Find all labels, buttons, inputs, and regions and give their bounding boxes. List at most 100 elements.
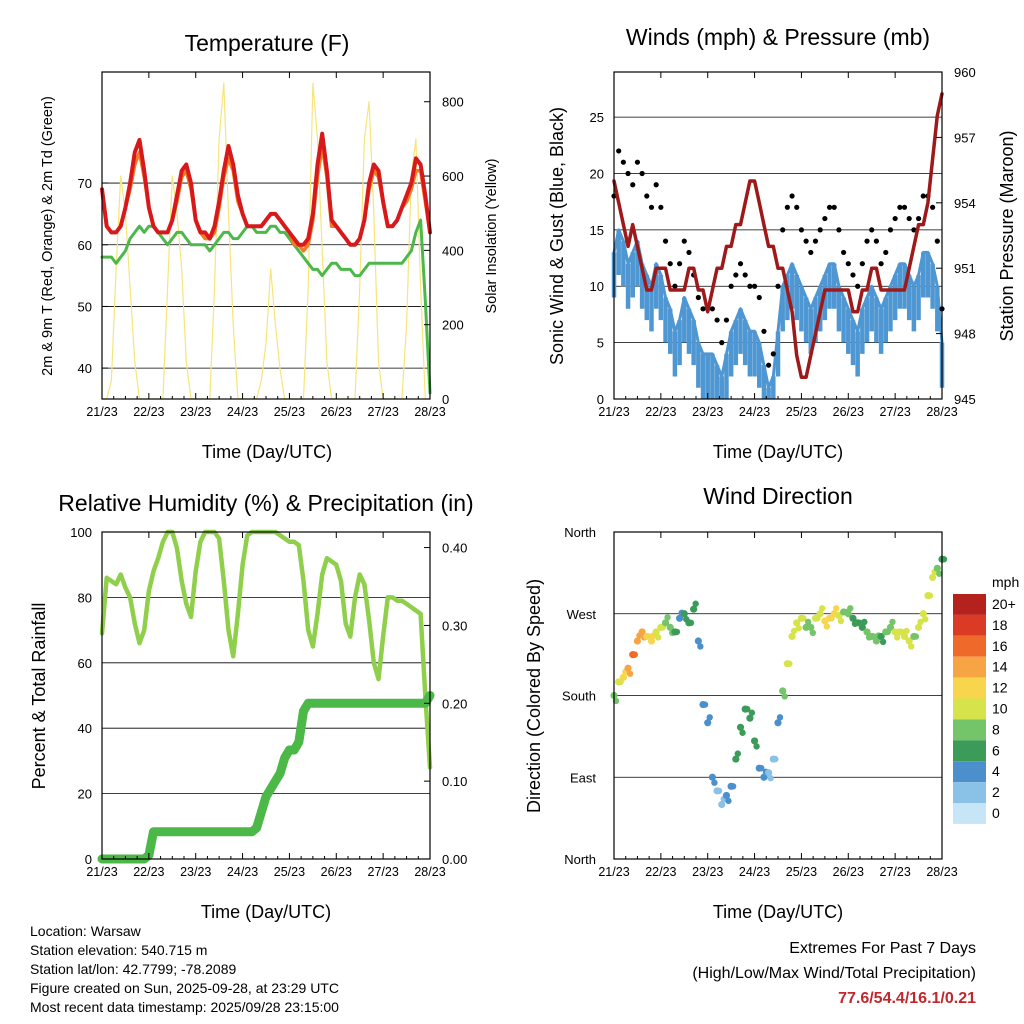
gust-point (639, 170, 645, 177)
direction-point (816, 610, 824, 618)
gust-point (864, 238, 870, 244)
y-tick-label: 50 (78, 299, 92, 314)
gust-point (733, 272, 739, 278)
direction-point (765, 769, 773, 777)
x-tick-label: 27/23 (880, 865, 911, 879)
legend-swatch (953, 761, 986, 783)
humidity-ylabel-left: Percent & Total Rainfall (29, 603, 49, 790)
gust-point (648, 204, 655, 210)
direction-point (687, 619, 695, 627)
x-tick-label: 27/23 (368, 405, 399, 419)
humidity-title: Relative Humidity (%) & Precipitation (i… (58, 490, 473, 516)
direction-point (847, 605, 854, 612)
station-info: Location: Warsaw Station elevation: 540.… (30, 922, 339, 1017)
direction-gridlines (614, 531, 942, 860)
legend-label: 12 (992, 680, 1008, 696)
speed-legend: mph 20+ 18 16 14 12 10 8 6 4 2 0 (953, 574, 1019, 824)
y2-tick-label: 400 (442, 243, 464, 258)
gust-point (901, 204, 908, 210)
direction-point (919, 610, 927, 618)
humidity-xlabel: Time (Day/UTC) (201, 902, 331, 922)
direction-point (772, 755, 779, 763)
y2-tick-label: 0.10 (442, 774, 467, 789)
winds-title: Winds (mph) & Pressure (mb) (626, 24, 930, 50)
direction-point (680, 610, 688, 618)
direction-point (804, 618, 812, 626)
y-tick-label: East (570, 770, 596, 785)
gust-point (737, 261, 744, 267)
y2-tick-label: 0.00 (442, 852, 467, 867)
direction-point (903, 627, 910, 635)
direction-point (753, 743, 760, 750)
temperature-ticks: 21/23 22/23 23/23 24/23 25/23 26/23 27/23 28/23… (78, 72, 464, 419)
y-tick-label: 25 (590, 110, 604, 125)
winds-ticks: 21/23 22/23 23/23 24/23 25/23 26/23 27/23 28/23… (590, 65, 976, 419)
x-tick-label: 26/23 (833, 405, 864, 419)
direction-point (912, 633, 920, 640)
x-tick-label: 28/23 (414, 405, 445, 419)
gust-point (662, 238, 669, 244)
y-tick-label: 80 (78, 590, 92, 605)
direction-point (858, 623, 866, 631)
gust-point (677, 261, 683, 267)
humidity-panel: Relative Humidity (%) & Precipitation (i… (29, 490, 474, 922)
direction-point (767, 774, 774, 782)
y-tick-label: 0 (85, 852, 92, 867)
direction-point (718, 800, 726, 809)
gust-point (869, 227, 875, 233)
direction-point (788, 632, 796, 641)
gust-point (859, 261, 865, 267)
direction-point (631, 651, 638, 658)
extremes-value: 77.6/54.4/16.1/0.21 (838, 990, 976, 1007)
legend-label: 0 (992, 805, 1000, 821)
y-tick-label: North (564, 852, 596, 867)
gust-point (845, 261, 851, 267)
gust-point (915, 215, 922, 222)
y-tick-label: 5 (597, 336, 604, 351)
y2-tick-label: 0.30 (442, 618, 467, 633)
gust-point (747, 283, 753, 289)
direction-point (673, 628, 681, 636)
x-tick-label: 21/23 (86, 865, 117, 879)
x-tick-label: 26/23 (833, 865, 864, 879)
wind-line (612, 228, 944, 390)
gust-point (616, 148, 622, 154)
direction-point (701, 701, 709, 708)
x-tick-label: 28/23 (926, 865, 957, 879)
x-tick-label: 23/23 (180, 405, 211, 419)
legend-label: 16 (992, 638, 1008, 654)
extremes-title: Extremes For Past 7 Days (789, 940, 976, 957)
temperature-plot-frame (101, 71, 431, 400)
direction-point (652, 628, 660, 636)
legend-label: 14 (992, 659, 1008, 675)
direction-point (933, 564, 941, 572)
gust-point (634, 159, 641, 165)
x-tick-label: 26/23 (321, 865, 352, 879)
legend-swatch (953, 782, 986, 803)
gust-point (784, 204, 790, 210)
y-tick-label: West (567, 607, 597, 622)
gust-point (658, 204, 664, 210)
direction-point (774, 719, 782, 727)
gust-point (855, 283, 861, 289)
x-tick-label: 24/23 (227, 405, 258, 419)
x-tick-label: 21/23 (86, 405, 117, 419)
x-tick-label: 22/23 (645, 405, 676, 419)
gust-point (681, 238, 687, 244)
y-tick-label: 70 (78, 176, 92, 191)
gust-point (751, 283, 758, 289)
x-tick-label: 27/23 (368, 865, 399, 879)
humidity-line (99, 529, 433, 770)
direction-point (626, 670, 634, 677)
direction-point (736, 723, 745, 731)
gust-point (911, 227, 917, 233)
direction-point (861, 618, 868, 626)
y-tick-label: 40 (78, 361, 92, 376)
direction-point (746, 714, 754, 722)
y-tick-label: 10 (590, 279, 604, 294)
direction-point (676, 614, 684, 622)
gust-point (728, 283, 734, 289)
direction-point (877, 632, 885, 641)
direction-point (666, 623, 674, 631)
gust-point (644, 193, 650, 199)
